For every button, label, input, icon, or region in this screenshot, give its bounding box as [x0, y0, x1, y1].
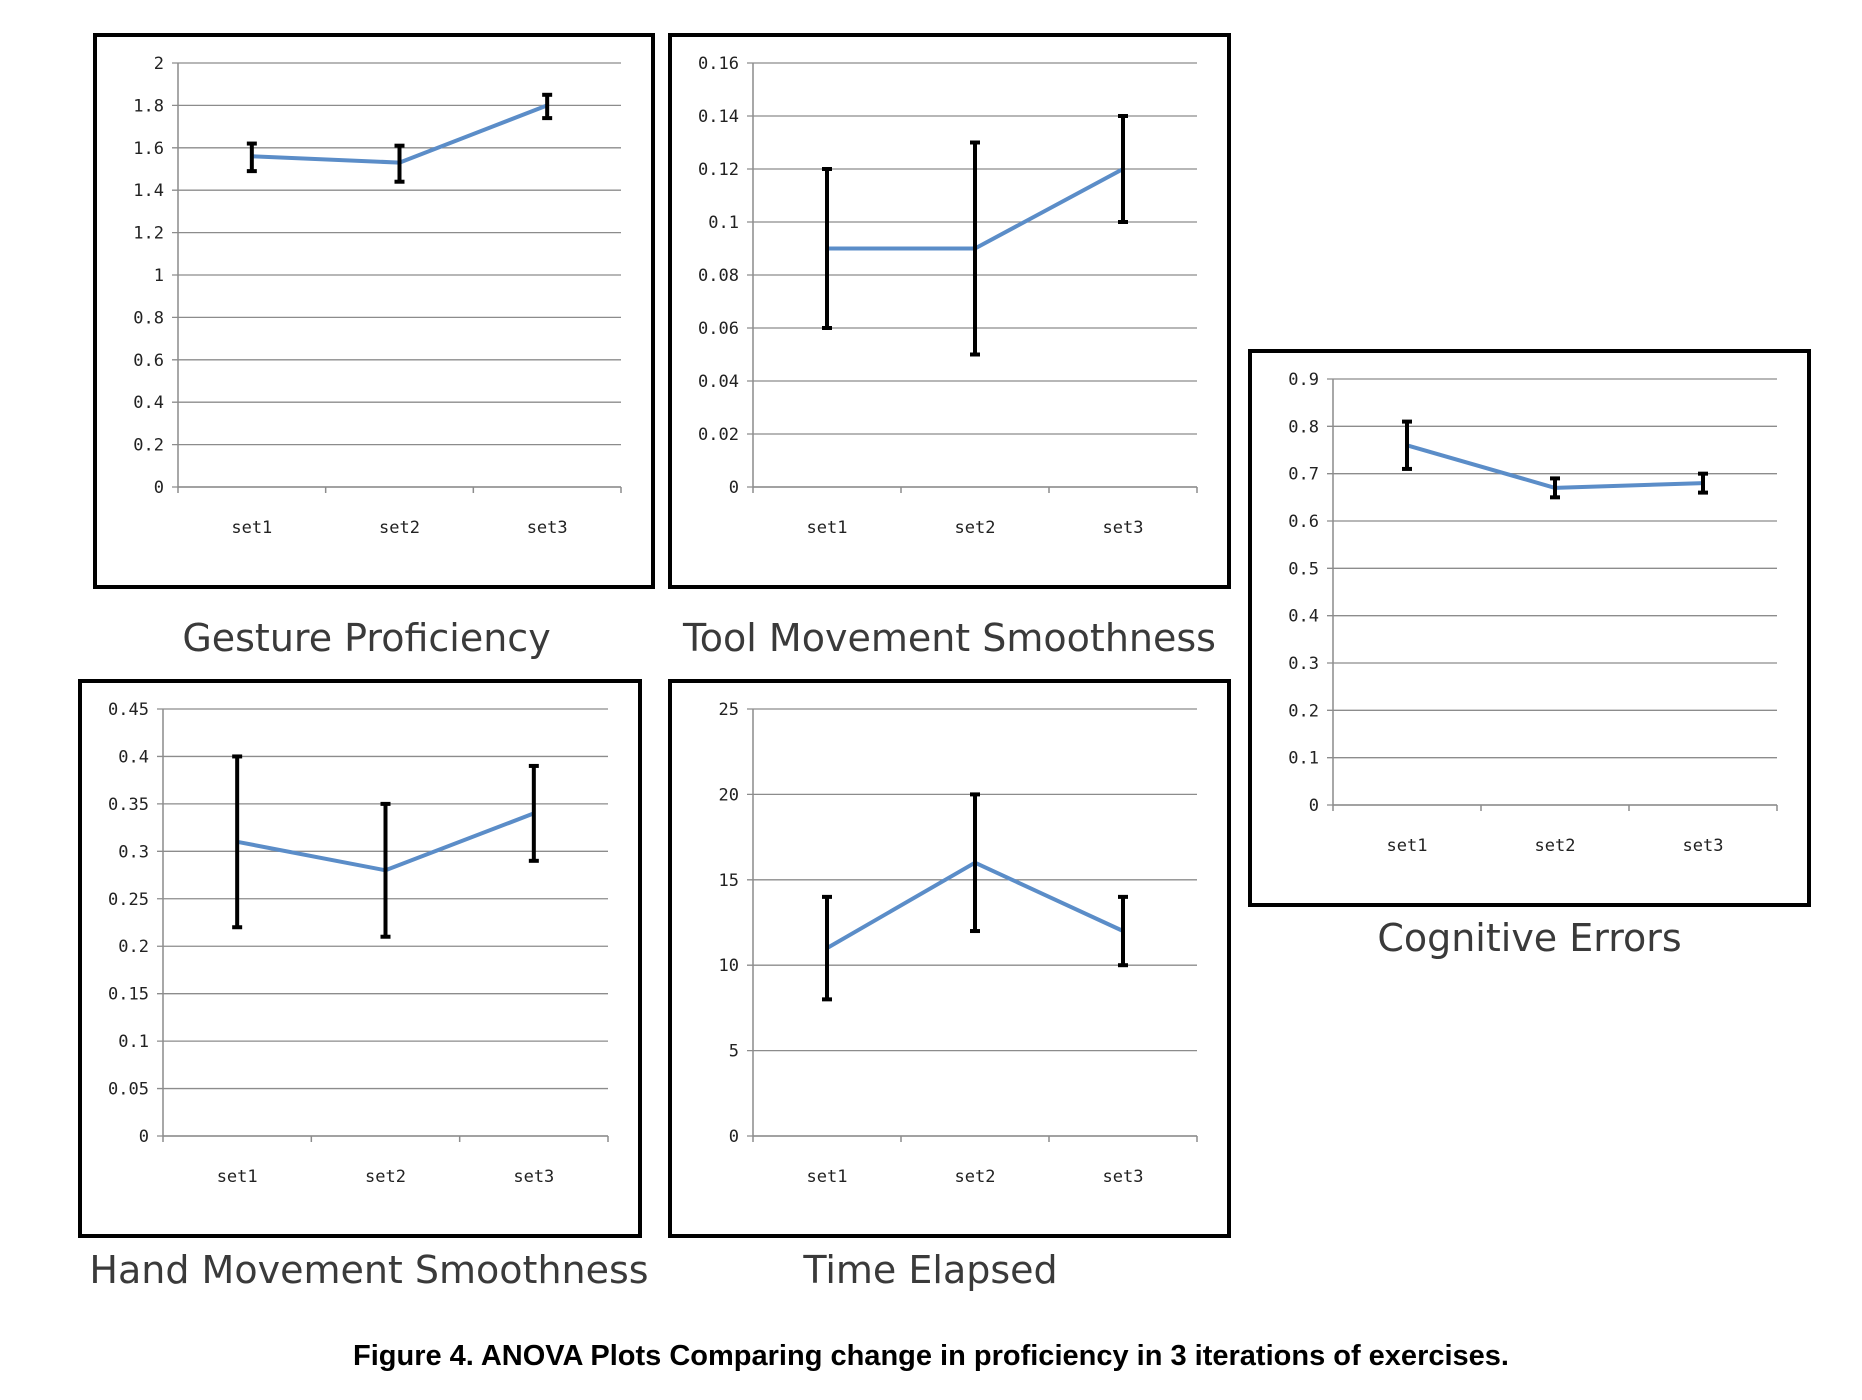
- chart-svg: 0 0.1 0.2 0.3 0.4 0.5 0.6 0.7 0.8 0.9 set1 set2 set3: [1288, 370, 1778, 856]
- figure-caption: Figure 4. ANOVA Plots Comparing change i…: [353, 1340, 1509, 1372]
- x-tick-label: set1: [807, 518, 848, 538]
- x-tick-label: set1: [807, 1167, 848, 1187]
- x-tick-label: set3: [1103, 1167, 1144, 1187]
- x-tick-label: set2: [1535, 836, 1576, 856]
- chart-title-cognitive-errors: Cognitive Errors: [1377, 916, 1682, 960]
- y-tick-label: 0.06: [698, 319, 739, 339]
- chart-title-hand-movement-smoothness: Hand Movement Smoothness: [89, 1248, 649, 1292]
- chart-svg: 0 0.2 0.4 0.6 0.8 1 1.2 1.4 1.6 1.8 2 set1 set2 set3: [133, 54, 622, 538]
- y-tick-label: 0.8: [1288, 417, 1319, 437]
- chart-svg: 0 0.02 0.04 0.06 0.08 0.1 0.12 0.14 0.16 set1 set2…: [698, 54, 1198, 538]
- x-tick-label: set1: [231, 518, 272, 538]
- y-tick-label: 1.6: [133, 139, 164, 159]
- y-tick-label: 0.1: [118, 1032, 149, 1052]
- y-tick-label: 0.7: [1288, 465, 1319, 485]
- y-tick-label: 0.16: [698, 54, 739, 74]
- y-tick-label: 0.05: [108, 1080, 149, 1100]
- y-tick-label: 0: [729, 1127, 739, 1147]
- y-tick-label: 0.2: [1288, 701, 1319, 721]
- y-tick-label: 0: [139, 1127, 149, 1147]
- error-bar: [1402, 419, 1412, 471]
- y-tick-label: 0.14: [698, 107, 739, 127]
- error-bar: [1698, 471, 1708, 495]
- error-bar: [970, 792, 980, 934]
- y-tick-label: 0.5: [1288, 559, 1319, 579]
- error-bar: [380, 801, 391, 939]
- x-tick-label: set2: [955, 518, 996, 538]
- y-tick-label: 0.15: [108, 985, 149, 1005]
- y-tick-label: 0.3: [118, 842, 149, 862]
- error-bar: [1550, 476, 1560, 500]
- y-tick-label: 2: [154, 54, 164, 74]
- error-bar: [1118, 894, 1128, 968]
- error-bar: [528, 763, 539, 863]
- y-tick-label: 0.1: [1288, 749, 1319, 769]
- y-tick-label: 0.04: [698, 372, 739, 392]
- y-tick-label: 0: [729, 478, 739, 498]
- y-tick-label: 25: [719, 700, 739, 720]
- x-tick-label: set3: [513, 1167, 554, 1187]
- y-tick-label: 0.6: [1288, 512, 1319, 532]
- error-bar: [970, 140, 980, 357]
- y-tick-label: 0.3: [1288, 654, 1319, 674]
- x-tick-label: set3: [1683, 836, 1724, 856]
- y-tick-label: 0.2: [133, 436, 164, 456]
- x-tick-label: set2: [955, 1167, 996, 1187]
- chart-title-time-elapsed: Time Elapsed: [803, 1248, 1058, 1292]
- chart-panel-hand-movement-smoothness: 0 0.05 0.1 0.15 0.2 0.25 0.3 0.35 0.4 0.45 set1 set…: [78, 679, 642, 1238]
- chart-title-gesture-proficiency: Gesture Proficiency: [182, 616, 551, 660]
- y-tick-label: 0.25: [108, 890, 149, 910]
- chart-svg: 0 5 10 15 20 25 set1 set2 set3: [719, 700, 1198, 1187]
- y-tick-label: 0: [1309, 796, 1319, 816]
- y-tick-label: 0.45: [108, 700, 149, 720]
- chart-panel-tool-movement-smoothness: 0 0.02 0.04 0.06 0.08 0.1 0.12 0.14 0.16 set1 set2…: [668, 33, 1231, 589]
- x-tick-label: set1: [217, 1167, 258, 1187]
- chart-panel-time-elapsed: 0 5 10 15 20 25 set1 set2 set3: [668, 679, 1231, 1238]
- y-tick-label: 0.02: [698, 425, 739, 445]
- y-tick-label: 0.9: [1288, 370, 1319, 390]
- error-bar: [394, 143, 405, 184]
- error-bar: [822, 894, 832, 1002]
- x-tick-label: set2: [379, 518, 420, 538]
- y-tick-label: 1.8: [133, 96, 164, 116]
- y-tick-label: 1.4: [133, 181, 164, 201]
- error-bar: [1118, 114, 1128, 224]
- chart-svg: 0 0.05 0.1 0.15 0.2 0.25 0.3 0.35 0.4 0.45 set1 set…: [108, 700, 609, 1187]
- y-tick-label: 20: [719, 785, 739, 805]
- error-bar: [542, 92, 553, 121]
- error-bar: [822, 167, 832, 330]
- chart-title-tool-movement-smoothness: Tool Movement Smoothness: [683, 616, 1216, 660]
- y-tick-label: 5: [729, 1042, 739, 1062]
- x-tick-label: set3: [1103, 518, 1144, 538]
- chart-panel-gesture-proficiency: 0 0.2 0.4 0.6 0.8 1 1.2 1.4 1.6 1.8 2 set1 set2 set3: [93, 33, 655, 589]
- y-tick-label: 0.1: [708, 213, 739, 233]
- y-tick-label: 0.4: [133, 393, 164, 413]
- y-tick-label: 0.2: [118, 937, 149, 957]
- y-tick-label: 0: [154, 478, 164, 498]
- y-tick-label: 0.08: [698, 266, 739, 286]
- y-tick-label: 10: [719, 956, 739, 976]
- y-tick-label: 1: [154, 266, 164, 286]
- y-tick-label: 1.2: [133, 224, 164, 244]
- x-tick-label: set1: [1387, 836, 1428, 856]
- y-tick-label: 15: [719, 871, 739, 891]
- x-tick-label: set2: [365, 1167, 406, 1187]
- y-tick-label: 0.4: [118, 747, 149, 767]
- y-tick-label: 0.8: [133, 308, 164, 328]
- chart-panel-cognitive-errors: 0 0.1 0.2 0.3 0.4 0.5 0.6 0.7 0.8 0.9 set1 set2 set3: [1248, 349, 1811, 907]
- y-tick-label: 0.6: [133, 351, 164, 371]
- error-bar: [232, 754, 243, 930]
- y-tick-label: 0.12: [698, 160, 739, 180]
- y-tick-label: 0.35: [108, 795, 149, 815]
- y-tick-label: 0.4: [1288, 607, 1319, 627]
- x-tick-label: set3: [527, 518, 568, 538]
- error-bar: [246, 141, 257, 174]
